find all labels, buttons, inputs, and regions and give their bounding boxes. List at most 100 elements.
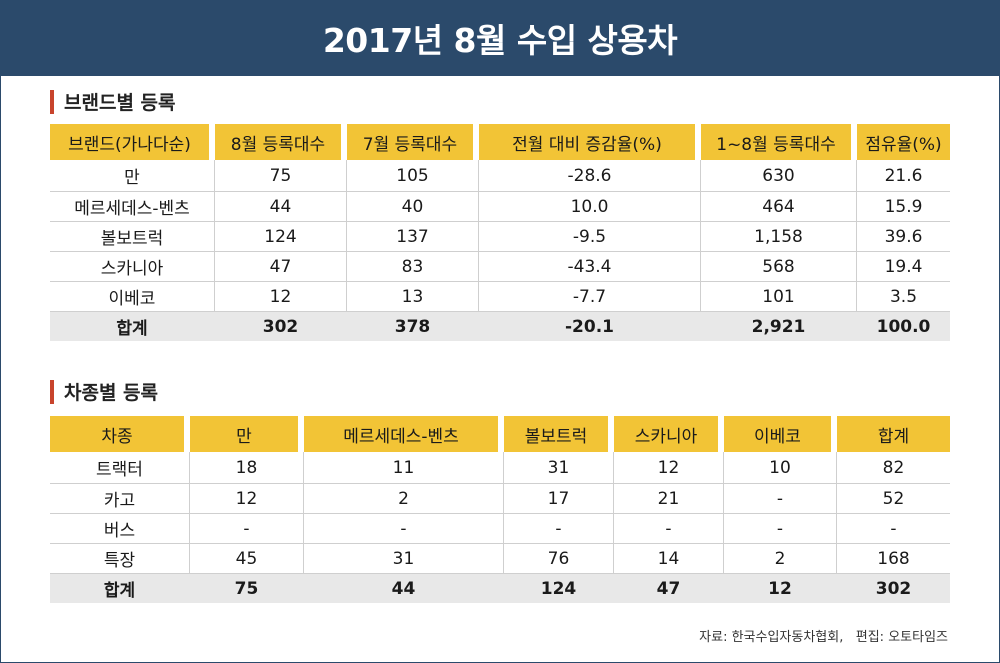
value-cell: 13 — [347, 282, 479, 312]
header-vehicle-type: 차종 — [50, 416, 190, 452]
total-label: 합계 — [50, 574, 190, 603]
value-cell: 83 — [347, 252, 479, 282]
value-cell: - — [724, 514, 837, 544]
value-cell: 2 — [304, 484, 504, 514]
value-cell: 44 — [215, 192, 347, 222]
value-cell: 31 — [304, 544, 504, 574]
value-cell: - — [190, 514, 304, 544]
type-cell: 카고 — [50, 484, 190, 514]
header-iveco: 이베코 — [724, 416, 837, 452]
total-row: 합계 302 378 -20.1 2,921 100.0 — [50, 312, 950, 341]
header-jul-registrations: 7월 등록대수 — [347, 124, 479, 160]
table-row: 트랙터 18 11 31 12 10 82 — [50, 452, 950, 484]
value-cell: 14 — [614, 544, 724, 574]
value-cell: - — [504, 514, 614, 544]
total-cell: 124 — [504, 574, 614, 603]
value-cell: 75 — [215, 160, 347, 192]
header-mercedes-benz: 메르세데스-벤츠 — [304, 416, 504, 452]
total-cell: 378 — [347, 312, 479, 341]
header-volvo-trucks: 볼보트럭 — [504, 416, 614, 452]
value-cell: 15.9 — [857, 192, 950, 222]
brand-section-title: 브랜드별 등록 — [64, 92, 176, 114]
total-cell: 302 — [215, 312, 347, 341]
header-ytd-registrations: 1~8월 등록대수 — [701, 124, 857, 160]
value-cell: 101 — [701, 282, 857, 312]
type-cell: 특장 — [50, 544, 190, 574]
value-cell: 464 — [701, 192, 857, 222]
header-total: 합계 — [837, 416, 950, 452]
total-cell: 12 — [724, 574, 837, 603]
value-cell: -7.7 — [479, 282, 701, 312]
value-cell: 568 — [701, 252, 857, 282]
table-row: 특장 45 31 76 14 2 168 — [50, 544, 950, 574]
value-cell: 137 — [347, 222, 479, 252]
table-header-row: 브랜드(가나다순) 8월 등록대수 7월 등록대수 전월 대비 증감율(%) 1… — [50, 124, 950, 160]
brand-cell: 볼보트럭 — [50, 222, 215, 252]
source-credit: 자료: 한국수입자동차협회, 편집: 오토타임즈 — [699, 630, 948, 645]
table-row: 버스 - - - - - - — [50, 514, 950, 544]
value-cell: 12 — [215, 282, 347, 312]
brand-section-heading: 브랜드별 등록 — [50, 88, 176, 115]
header-mom-change: 전월 대비 증감율(%) — [479, 124, 701, 160]
table-row: 스카니아 47 83 -43.4 568 19.4 — [50, 252, 950, 282]
table-row: 카고 12 2 17 21 - 52 — [50, 484, 950, 514]
value-cell: 40 — [347, 192, 479, 222]
value-cell: -9.5 — [479, 222, 701, 252]
value-cell: 2 — [724, 544, 837, 574]
total-cell: 47 — [614, 574, 724, 603]
value-cell: 12 — [190, 484, 304, 514]
header-aug-registrations: 8월 등록대수 — [215, 124, 347, 160]
value-cell: - — [304, 514, 504, 544]
header-share: 점유율(%) — [857, 124, 950, 160]
header-man: 만 — [190, 416, 304, 452]
value-cell: - — [614, 514, 724, 544]
value-cell: 21.6 — [857, 160, 950, 192]
total-cell: -20.1 — [479, 312, 701, 341]
brand-cell: 만 — [50, 160, 215, 192]
brand-cell: 이베코 — [50, 282, 215, 312]
value-cell: 18 — [190, 452, 304, 484]
type-cell: 트랙터 — [50, 452, 190, 484]
value-cell: 76 — [504, 544, 614, 574]
value-cell: 12 — [614, 452, 724, 484]
value-cell: - — [837, 514, 950, 544]
total-cell: 302 — [837, 574, 950, 603]
total-label: 합계 — [50, 312, 215, 341]
value-cell: 10.0 — [479, 192, 701, 222]
type-section-heading: 차종별 등록 — [50, 378, 158, 405]
section-marker — [50, 379, 54, 404]
value-cell: -43.4 — [479, 252, 701, 282]
table-row: 메르세데스-벤츠 44 40 10.0 464 15.9 — [50, 192, 950, 222]
header-scania: 스카니아 — [614, 416, 724, 452]
value-cell: 11 — [304, 452, 504, 484]
total-cell: 100.0 — [857, 312, 950, 341]
value-cell: - — [724, 484, 837, 514]
value-cell: 31 — [504, 452, 614, 484]
value-cell: 82 — [837, 452, 950, 484]
vehicle-type-table: 차종 만 메르세데스-벤츠 볼보트럭 스카니아 이베코 합계 트랙터 18 11… — [50, 416, 950, 603]
value-cell: 17 — [504, 484, 614, 514]
value-cell: 52 — [837, 484, 950, 514]
value-cell: 630 — [701, 160, 857, 192]
page-title: 2017년 8월 수입 상용차 — [322, 21, 678, 60]
value-cell: 39.6 — [857, 222, 950, 252]
total-cell: 44 — [304, 574, 504, 603]
total-cell: 75 — [190, 574, 304, 603]
value-cell: 3.5 — [857, 282, 950, 312]
value-cell: -28.6 — [479, 160, 701, 192]
value-cell: 1,158 — [701, 222, 857, 252]
type-cell: 버스 — [50, 514, 190, 544]
title-banner: 2017년 8월 수입 상용차 — [0, 0, 1000, 76]
value-cell: 124 — [215, 222, 347, 252]
value-cell: 105 — [347, 160, 479, 192]
total-cell: 2,921 — [701, 312, 857, 341]
value-cell: 45 — [190, 544, 304, 574]
header-brand: 브랜드(가나다순) — [50, 124, 215, 160]
value-cell: 10 — [724, 452, 837, 484]
table-row: 볼보트럭 124 137 -9.5 1,158 39.6 — [50, 222, 950, 252]
brand-registration-table: 브랜드(가나다순) 8월 등록대수 7월 등록대수 전월 대비 증감율(%) 1… — [50, 124, 950, 341]
value-cell: 168 — [837, 544, 950, 574]
table-row: 만 75 105 -28.6 630 21.6 — [50, 160, 950, 192]
type-section-title: 차종별 등록 — [64, 382, 159, 404]
table-header-row: 차종 만 메르세데스-벤츠 볼보트럭 스카니아 이베코 합계 — [50, 416, 950, 452]
